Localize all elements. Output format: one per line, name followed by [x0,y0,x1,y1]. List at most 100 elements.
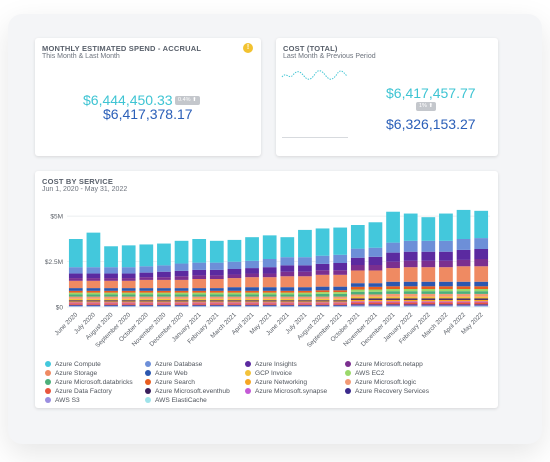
bar-segment[interactable] [333,306,348,307]
bar-segment[interactable] [86,298,101,301]
bar-segment[interactable] [474,304,489,306]
bar-segment[interactable] [227,261,242,269]
bar-segment[interactable] [157,243,171,266]
bar-segment[interactable] [298,305,312,307]
bar-segment[interactable] [298,265,312,272]
bar-segment[interactable] [368,247,383,257]
bar-segment[interactable] [315,263,330,271]
bar-segment[interactable] [386,305,400,307]
bar-segment[interactable] [368,296,383,299]
bar-segment[interactable] [192,302,207,304]
bar-segment[interactable] [474,293,489,297]
bar-segment[interactable] [403,289,418,292]
bar-segment[interactable] [139,290,154,293]
bar-segment[interactable] [333,274,348,287]
legend-item[interactable]: Azure Compute [45,361,101,368]
bar-segment[interactable] [262,292,277,295]
bar-segment[interactable] [421,306,436,307]
legend-item[interactable]: Azure Microsoft.logic [345,379,416,386]
bar-segment[interactable] [192,305,207,307]
bar-segment[interactable] [174,306,189,307]
bar-segment[interactable] [403,286,418,289]
bar-segment[interactable] [121,296,136,299]
bar-segment[interactable] [456,306,471,307]
bar-segment[interactable] [421,299,436,302]
bar-segment[interactable] [280,301,295,303]
bar-segment[interactable] [245,292,259,295]
bar-segment[interactable] [439,299,453,302]
bar-segment[interactable] [86,280,101,289]
bar-segment[interactable] [368,298,383,300]
bar-segment[interactable] [474,286,489,289]
bar-segment[interactable] [298,303,312,305]
bar-segment[interactable] [121,305,136,307]
bar-segment[interactable] [315,270,330,275]
bar-segment[interactable] [333,270,348,275]
bar-segment[interactable] [315,301,330,303]
bar-segment[interactable] [121,273,136,279]
bar-segment[interactable] [298,271,312,277]
bar-segment[interactable] [262,301,277,303]
bar-segment[interactable] [174,301,189,303]
bar-segment[interactable] [262,305,277,307]
bar-segment[interactable] [350,299,365,302]
bar-segment[interactable] [280,265,295,272]
bar-segment[interactable] [121,278,136,281]
bar-segment[interactable] [68,290,83,293]
bar-segment[interactable] [68,302,83,304]
bar-segment[interactable] [386,301,400,303]
bar-segment[interactable] [315,255,330,264]
bar-segment[interactable] [227,296,242,299]
bar-segment[interactable] [227,305,242,307]
bar-segment[interactable] [68,298,83,301]
bar-segment[interactable] [174,302,189,304]
bar-segment[interactable] [439,298,453,300]
bar-segment[interactable] [386,304,400,306]
bar-segment[interactable] [350,265,365,271]
bar-segment[interactable] [386,298,400,300]
bar-segment[interactable] [174,263,189,271]
bar-segment[interactable] [121,294,136,297]
bar-segment[interactable] [474,305,489,307]
bar-segment[interactable] [368,283,383,287]
bar-segment[interactable] [157,305,171,307]
bar-segment[interactable] [315,292,330,294]
bar-segment[interactable] [192,301,207,303]
bar-segment[interactable] [474,306,489,307]
bar-segment[interactable] [209,306,224,307]
bar-segment[interactable] [280,276,295,288]
bar-segment[interactable] [262,259,277,268]
bar-segment[interactable] [403,291,418,294]
bar-segment[interactable] [386,281,400,287]
bar-segment[interactable] [157,279,171,289]
bar-segment[interactable] [456,266,471,282]
bar-segment[interactable] [280,306,295,307]
bar-segment[interactable] [439,293,453,297]
bar-segment[interactable] [227,269,242,275]
bar-segment[interactable] [209,275,224,279]
bar-segment[interactable] [368,291,383,295]
bar-segment[interactable] [474,249,489,259]
bar-segment[interactable] [245,277,259,288]
bar-segment[interactable] [350,283,365,287]
bar-segment[interactable] [403,267,418,282]
bar-segment[interactable] [333,254,348,263]
bar-segment[interactable] [421,217,436,241]
bar-segment[interactable] [368,222,383,248]
bar-segment[interactable] [421,304,436,306]
bar-segment[interactable] [298,287,312,291]
bar-segment[interactable] [192,296,207,299]
bar-segment[interactable] [386,299,400,302]
bar-segment[interactable] [104,280,118,289]
bar-segment[interactable] [192,306,207,307]
bar-segment[interactable] [333,300,348,302]
bar-segment[interactable] [139,288,154,291]
bar-segment[interactable] [227,301,242,303]
bar-segment[interactable] [68,294,83,297]
bar-segment[interactable] [333,286,348,291]
bar-segment[interactable] [386,306,400,307]
bar-segment[interactable] [333,302,348,304]
bar-segment[interactable] [368,304,383,306]
bar-segment[interactable] [439,281,453,287]
bar-segment[interactable] [456,209,471,239]
